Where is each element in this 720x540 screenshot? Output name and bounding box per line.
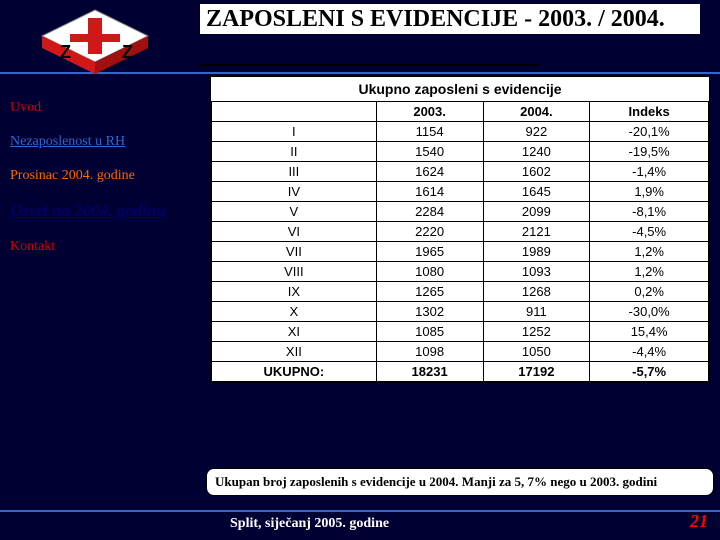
sidebar: Uvod Nezaposlenost u RH Prosinac 2004. g… [10, 100, 200, 273]
table-cell: 2284 [376, 202, 483, 222]
data-table: Ukupno zaposleni s evidencije 2003.2004.… [210, 76, 710, 383]
footer-location: Split, siječanj 2005. godine [230, 516, 389, 532]
page-title: ZAPOSLENI S EVIDENCIJE - 2003. / 2004. [200, 4, 700, 34]
sidebar-item-nezaposlenost[interactable]: Nezaposlenost u RH [10, 134, 200, 150]
table-row: III16241602-1,4% [212, 162, 709, 182]
sidebar-item-kontakt[interactable]: Kontakt [10, 239, 200, 255]
table-cell: 1302 [376, 302, 483, 322]
table-cell: 1098 [376, 342, 483, 362]
table-cell: III [212, 162, 377, 182]
table-cell: 922 [483, 122, 590, 142]
table-cell: -4,4% [590, 342, 709, 362]
table-cell: 1965 [376, 242, 483, 262]
table-row: VIII108010931,2% [212, 262, 709, 282]
table-cell: 0,2% [590, 282, 709, 302]
table-cell: 911 [483, 302, 590, 322]
table-cell: V [212, 202, 377, 222]
table-total-cell: 18231 [376, 362, 483, 382]
table-cell: 1252 [483, 322, 590, 342]
table-cell: 1093 [483, 262, 590, 282]
table-cell: 2121 [483, 222, 590, 242]
table-total-cell: UKUPNO: [212, 362, 377, 382]
table-cell: 1050 [483, 342, 590, 362]
table-row: VI22202121-4,5% [212, 222, 709, 242]
table-row: II15401240-19,5% [212, 142, 709, 162]
chart-title: Ukupno zaposleni s evidencije [211, 77, 709, 101]
table-cell: 1,9% [590, 182, 709, 202]
table-row: IX126512680,2% [212, 282, 709, 302]
table-cell: VI [212, 222, 377, 242]
table-row: I1154922-20,1% [212, 122, 709, 142]
caption: Ukupan broj zaposlenih s evidencije u 20… [206, 468, 714, 496]
table-cell: IV [212, 182, 377, 202]
table-row: XII10981050-4,4% [212, 342, 709, 362]
table-cell: I [212, 122, 377, 142]
logo: Z Z [30, 8, 160, 78]
table-cell: 1,2% [590, 242, 709, 262]
table-header: 2004. [483, 102, 590, 122]
table-cell: 1540 [376, 142, 483, 162]
table-cell: -19,5% [590, 142, 709, 162]
table-cell: -4,5% [590, 222, 709, 242]
table-cell: -20,1% [590, 122, 709, 142]
table-cell: 1240 [483, 142, 590, 162]
table-cell: 1624 [376, 162, 483, 182]
table-cell: 1265 [376, 282, 483, 302]
table-cell: 1085 [376, 322, 483, 342]
table-row: V22842099-8,1% [212, 202, 709, 222]
table-cell: 1268 [483, 282, 590, 302]
table-cell: VIII [212, 262, 377, 282]
sidebar-item-osvrt[interactable]: Osvrt na 2004. godinu [10, 202, 200, 221]
table-cell: XI [212, 322, 377, 342]
table-cell: 1989 [483, 242, 590, 262]
table-row: XI1085125215,4% [212, 322, 709, 342]
title-underline [200, 64, 540, 66]
table-cell: X [212, 302, 377, 322]
table-cell: 15,4% [590, 322, 709, 342]
table-cell: -8,1% [590, 202, 709, 222]
table-cell: 1080 [376, 262, 483, 282]
table-cell: 1602 [483, 162, 590, 182]
table-cell: II [212, 142, 377, 162]
table-cell: 1645 [483, 182, 590, 202]
table-total-cell: -5,7% [590, 362, 709, 382]
table-cell: 2099 [483, 202, 590, 222]
table-cell: -1,4% [590, 162, 709, 182]
table-cell: VII [212, 242, 377, 262]
table-header: Indeks [590, 102, 709, 122]
table-row: VII196519891,2% [212, 242, 709, 262]
employment-table: 2003.2004.Indeks I1154922-20,1%II1540124… [211, 101, 709, 382]
table-cell: 1614 [376, 182, 483, 202]
table-header [212, 102, 377, 122]
table-row: X1302911-30,0% [212, 302, 709, 322]
table-cell: XII [212, 342, 377, 362]
sidebar-item-prosinac[interactable]: Prosinac 2004. godine [10, 168, 200, 184]
table-cell: 1,2% [590, 262, 709, 282]
table-row: IV161416451,9% [212, 182, 709, 202]
table-cell: 1154 [376, 122, 483, 142]
divider-bottom [0, 510, 720, 512]
table-cell: 2220 [376, 222, 483, 242]
table-header: 2003. [376, 102, 483, 122]
table-total-cell: 17192 [483, 362, 590, 382]
svg-text:Z: Z [60, 42, 71, 62]
sidebar-item-uvod[interactable]: Uvod [10, 100, 200, 116]
table-cell: -30,0% [590, 302, 709, 322]
footer-page: 21 [690, 511, 708, 532]
table-cell: IX [212, 282, 377, 302]
svg-text:Z: Z [122, 42, 133, 62]
